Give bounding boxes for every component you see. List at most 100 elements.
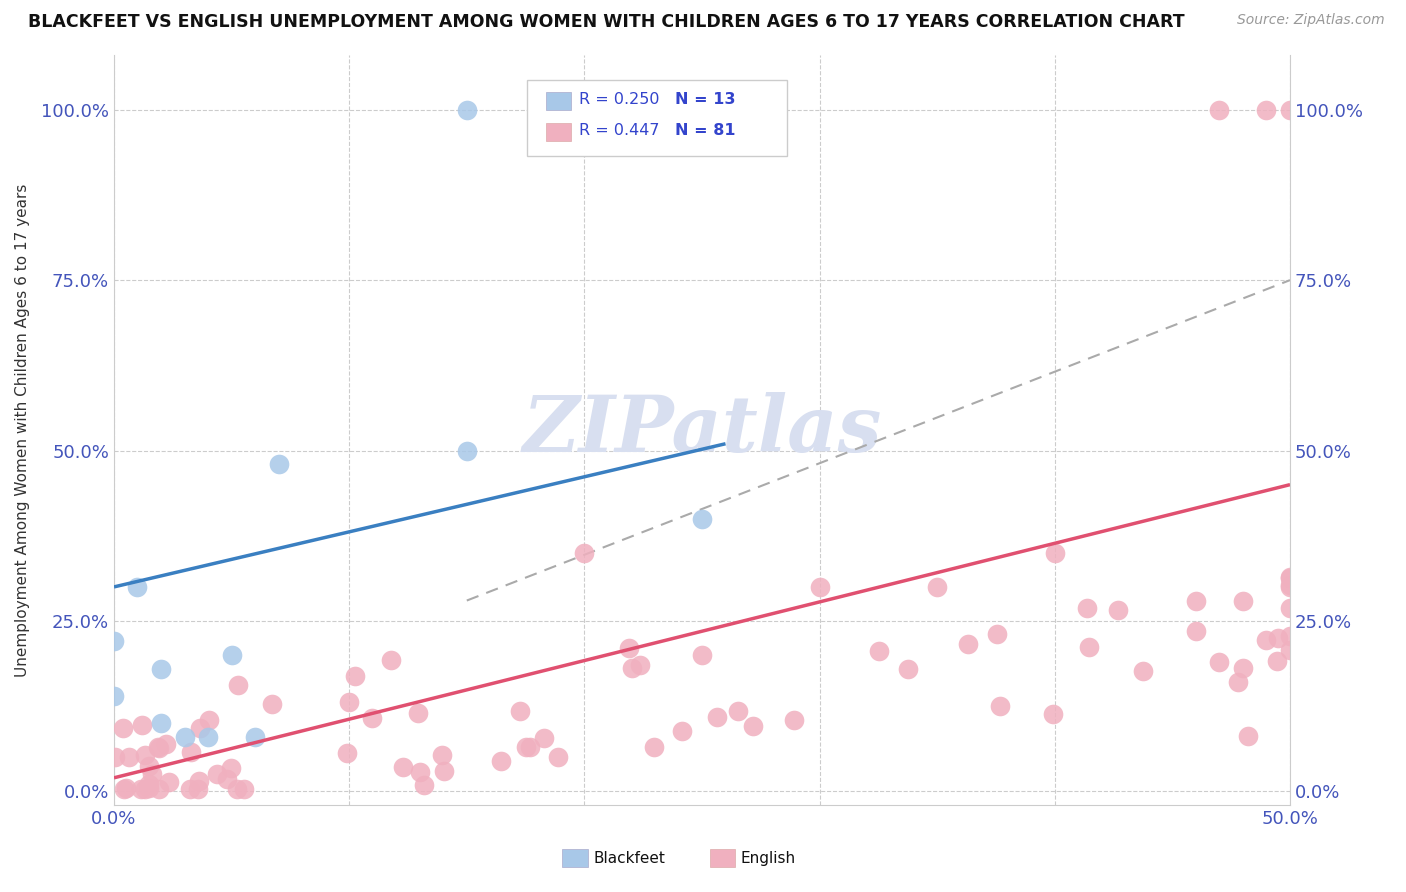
Point	[628, 657, 651, 672]
Point	[1042, 706, 1064, 721]
Point	[927, 580, 949, 594]
Point	[509, 704, 531, 718]
Point	[986, 626, 1008, 640]
Point	[1279, 571, 1302, 585]
Point	[671, 723, 693, 738]
Point	[1232, 593, 1254, 607]
Point	[515, 740, 537, 755]
Point	[188, 721, 211, 735]
Point	[173, 730, 195, 744]
Point	[456, 443, 478, 458]
Point	[409, 765, 432, 780]
Point	[187, 782, 209, 797]
Point	[155, 738, 177, 752]
Text: Source: ZipAtlas.com: Source: ZipAtlas.com	[1237, 13, 1385, 28]
Point	[741, 719, 763, 733]
Point	[205, 767, 228, 781]
Point	[198, 713, 221, 727]
Point	[138, 777, 160, 791]
Point	[808, 580, 831, 594]
Point	[360, 711, 382, 725]
Text: R = 0.250: R = 0.250	[579, 92, 659, 106]
Point	[180, 745, 202, 759]
Point	[337, 696, 360, 710]
Point	[226, 678, 249, 692]
Point	[112, 782, 135, 797]
Point	[221, 648, 243, 662]
Point	[1076, 601, 1098, 615]
Point	[868, 644, 890, 658]
Point	[897, 662, 920, 676]
Point	[956, 637, 979, 651]
Point	[260, 697, 283, 711]
Point	[1237, 729, 1260, 743]
Point	[157, 775, 180, 789]
Point	[217, 772, 239, 787]
Point	[547, 750, 569, 764]
Point	[1078, 640, 1101, 654]
Point	[1279, 578, 1302, 592]
Point	[727, 704, 749, 718]
Point	[219, 761, 242, 775]
Text: ZIPatlas: ZIPatlas	[522, 392, 882, 468]
Point	[456, 103, 478, 117]
Point	[131, 718, 153, 732]
Point	[1256, 632, 1278, 647]
Point	[179, 782, 201, 797]
Point	[392, 760, 415, 774]
Point	[134, 782, 156, 797]
Point	[574, 546, 596, 560]
Point	[1107, 603, 1129, 617]
Point	[706, 710, 728, 724]
Point	[336, 746, 359, 760]
Point	[197, 730, 219, 744]
Point	[519, 740, 541, 755]
Point	[129, 782, 152, 797]
Point	[617, 640, 640, 655]
Point	[103, 689, 125, 703]
Point	[148, 741, 170, 756]
Point	[226, 782, 249, 797]
Point	[232, 782, 254, 797]
Text: English: English	[741, 851, 796, 865]
Point	[1279, 629, 1302, 643]
Point	[104, 750, 127, 764]
Point	[1279, 103, 1302, 117]
Text: Blackfeet: Blackfeet	[593, 851, 665, 865]
Point	[243, 730, 266, 744]
Point	[988, 698, 1011, 713]
Point	[1279, 569, 1302, 583]
Point	[138, 781, 160, 796]
Point	[1267, 654, 1289, 668]
Point	[134, 747, 156, 762]
Point	[141, 766, 163, 780]
Point	[433, 764, 456, 778]
Point	[138, 759, 160, 773]
Y-axis label: Unemployment Among Women with Children Ages 6 to 17 years: Unemployment Among Women with Children A…	[15, 184, 30, 677]
Point	[783, 714, 806, 728]
Point	[413, 778, 436, 792]
Point	[643, 739, 665, 754]
Point	[1208, 655, 1230, 669]
Point	[533, 731, 555, 746]
Point	[1232, 661, 1254, 675]
Point	[188, 774, 211, 789]
Point	[380, 653, 402, 667]
Point	[146, 739, 169, 754]
Point	[1226, 674, 1249, 689]
Point	[127, 580, 149, 594]
Point	[1279, 642, 1302, 657]
Point	[690, 512, 713, 526]
Point	[148, 782, 170, 797]
Point	[489, 754, 512, 768]
Text: N = 81: N = 81	[675, 123, 735, 137]
Point	[1279, 580, 1302, 594]
Point	[430, 747, 453, 762]
Point	[344, 669, 367, 683]
Point	[118, 750, 141, 764]
Point	[1043, 546, 1066, 560]
Point	[111, 721, 134, 735]
Point	[1185, 593, 1208, 607]
Text: R = 0.447: R = 0.447	[579, 123, 659, 137]
Point	[1184, 624, 1206, 639]
